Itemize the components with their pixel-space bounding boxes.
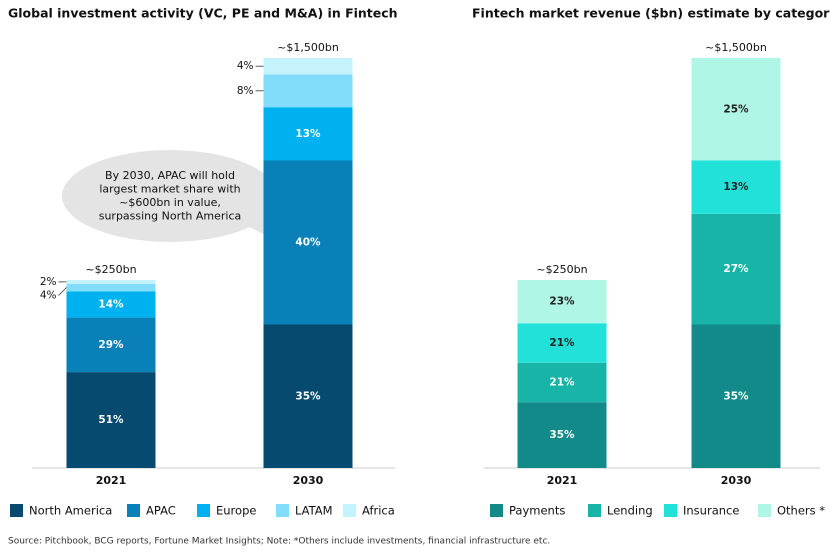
bar-segment xyxy=(691,213,781,325)
chart-title: Fintech market revenue ($bn) estimate by… xyxy=(472,6,830,21)
bar-segment xyxy=(263,160,353,325)
segment-label: 29% xyxy=(98,339,124,351)
legend-label: North America xyxy=(29,504,112,518)
bar-segment xyxy=(66,283,156,292)
segment-label: 51% xyxy=(98,414,124,426)
bar-segment xyxy=(517,280,607,324)
bar-segment xyxy=(263,324,353,468)
leader-line xyxy=(58,287,67,296)
legend-swatch xyxy=(276,504,289,517)
callout-bubble xyxy=(62,150,278,242)
segment-label: 13% xyxy=(723,181,749,193)
segment-label: 21% xyxy=(549,337,575,349)
segment-label: 4% xyxy=(237,60,254,72)
legend-swatch xyxy=(197,504,210,517)
segment-label: 35% xyxy=(549,429,575,441)
segment-label: 13% xyxy=(295,128,321,140)
bar-segment xyxy=(691,324,781,468)
total-label: ~$250bn xyxy=(85,263,136,276)
bar-segment xyxy=(263,107,353,161)
x-tick-label: 2021 xyxy=(547,474,578,487)
bar-segment xyxy=(691,160,781,214)
segment-label: 4% xyxy=(40,290,57,302)
legend-swatch xyxy=(664,504,677,517)
bar-segment xyxy=(66,291,156,318)
segment-label: 35% xyxy=(295,390,321,402)
annotation-line: surpassing North America xyxy=(99,210,242,223)
segment-label: 8% xyxy=(237,85,254,97)
total-label: ~$250bn xyxy=(536,263,587,276)
bar-segment xyxy=(66,372,156,468)
annotation-line: ~$600bn in value, xyxy=(119,196,221,209)
legend-label: Europe xyxy=(216,504,256,518)
total-label: ~$1,500bn xyxy=(277,41,339,54)
legend-label: Payments xyxy=(509,504,565,518)
segment-label: 27% xyxy=(723,263,749,275)
bar-segment xyxy=(517,402,607,468)
annotation-line: largest market share with xyxy=(99,183,240,196)
legend-label: Others * xyxy=(777,504,825,518)
segment-label: 14% xyxy=(98,298,124,310)
segment-label: 35% xyxy=(723,390,749,402)
legend-label: Lending xyxy=(607,504,653,518)
legend-label: Insurance xyxy=(683,504,739,518)
segment-label: 23% xyxy=(549,296,575,308)
total-label: ~$1,500bn xyxy=(705,41,767,54)
legend-label: APAC xyxy=(146,504,176,518)
legend-swatch xyxy=(10,504,23,517)
legend-swatch xyxy=(758,504,771,517)
bar-segment xyxy=(66,317,156,373)
bar-segment xyxy=(691,58,781,161)
legend-swatch xyxy=(490,504,503,517)
legend-swatch xyxy=(127,504,140,517)
legend-label: Africa xyxy=(362,504,395,518)
legend-label: LATAM xyxy=(295,504,333,518)
segment-label: 2% xyxy=(40,276,57,288)
segment-label: 40% xyxy=(295,237,321,249)
x-tick-label: 2021 xyxy=(96,474,127,487)
bar-segment xyxy=(517,362,607,403)
legend-swatch xyxy=(343,504,356,517)
bar-segment xyxy=(263,58,353,75)
segment-label: 25% xyxy=(723,103,749,115)
legend-swatch xyxy=(588,504,601,517)
x-tick-label: 2030 xyxy=(293,474,324,487)
footnote: Source: Pitchbook, BCG reports, Fortune … xyxy=(8,537,550,547)
bar-segment xyxy=(263,74,353,108)
annotation-line: By 2030, APAC will hold xyxy=(105,169,235,182)
bar-segment xyxy=(66,280,156,284)
bar-segment xyxy=(517,323,607,363)
segment-label: 21% xyxy=(549,376,575,388)
x-tick-label: 2030 xyxy=(721,474,752,487)
chart-title: Global investment activity (VC, PE and M… xyxy=(8,6,398,21)
